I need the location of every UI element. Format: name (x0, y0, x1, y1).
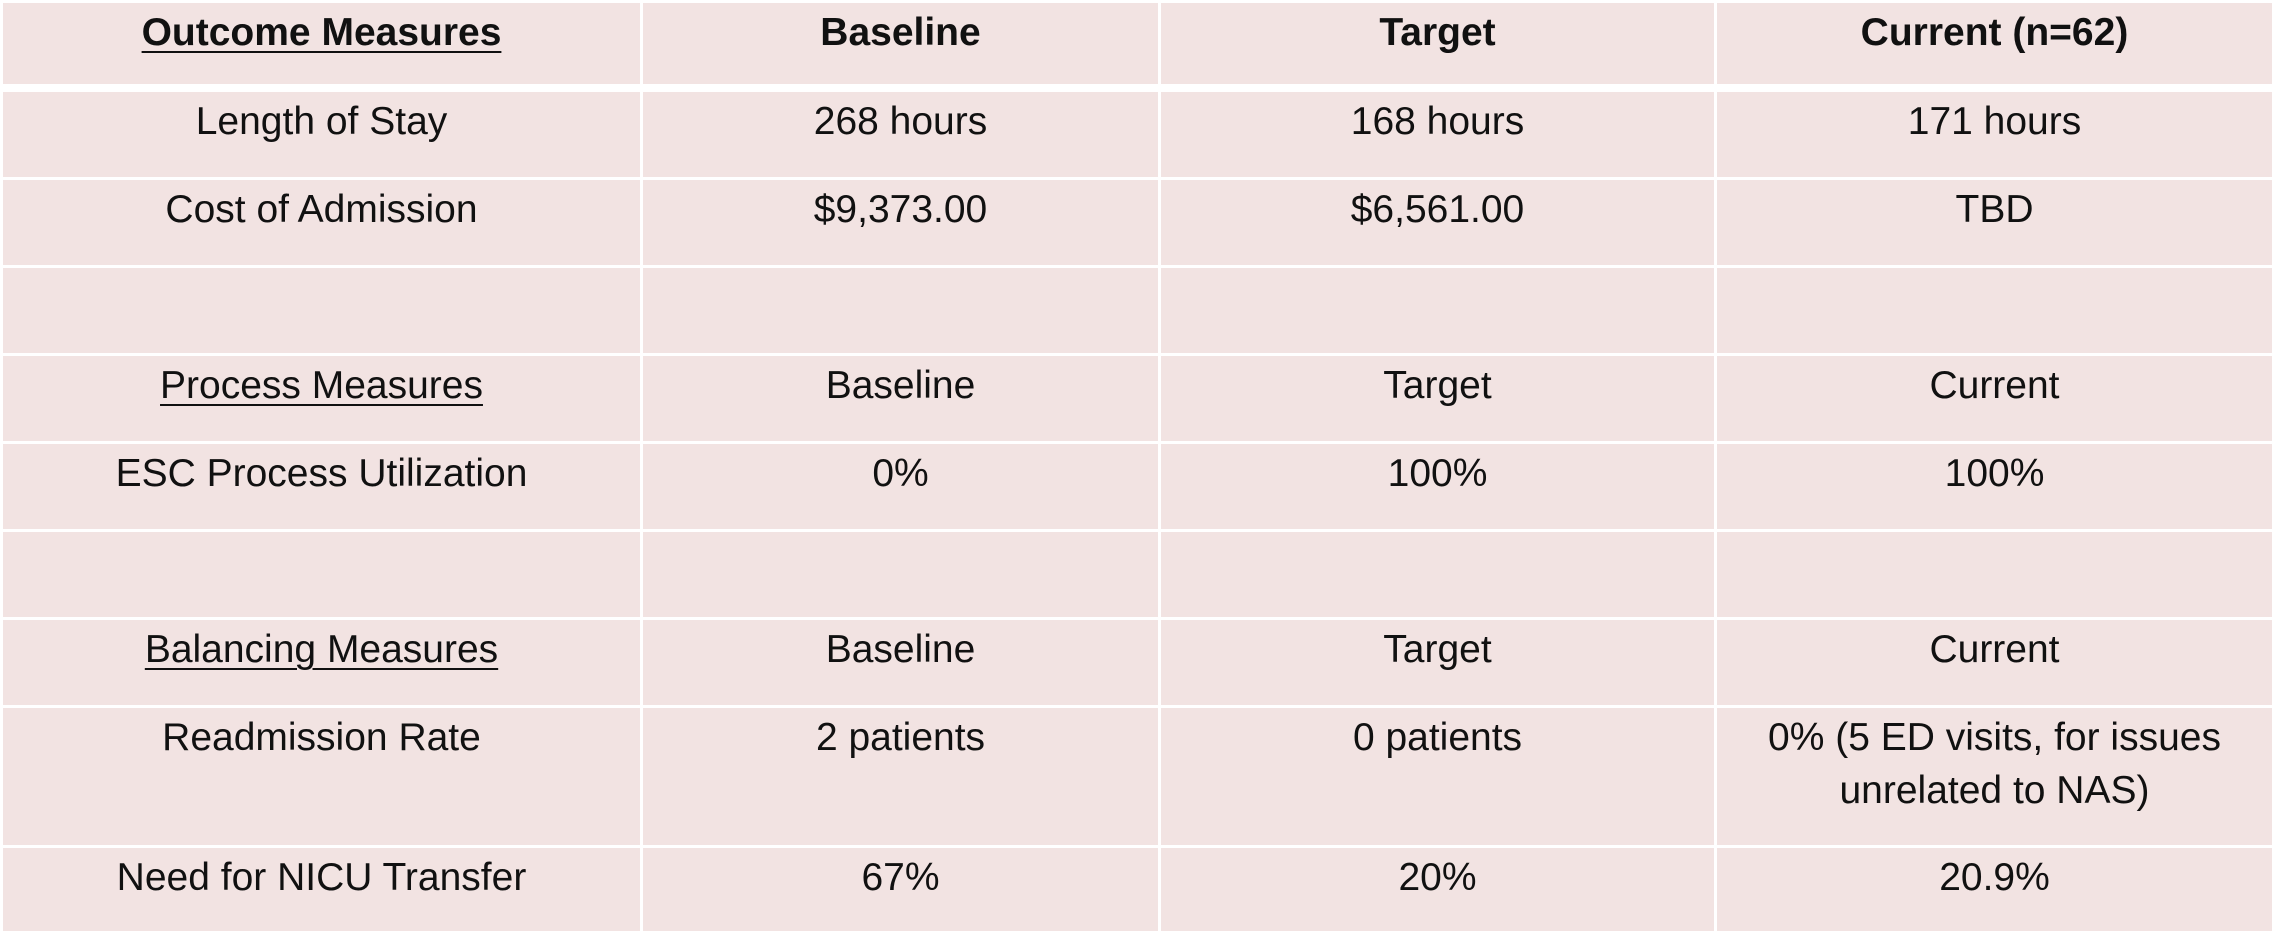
balancing-section-title: Balancing Measures (2, 619, 642, 707)
empty-cell (1716, 531, 2272, 619)
empty-cell (1716, 267, 2272, 355)
table-row: Length of Stay 268 hours 168 hours 171 h… (2, 88, 2272, 179)
current-value: 100% (1716, 443, 2272, 531)
table-row: Need for NICU Transfer 67% 20% 20.9% (2, 847, 2272, 933)
spacer-row (2, 267, 2272, 355)
process-header-row: Process Measures Baseline Target Current (2, 355, 2272, 443)
current-value: 20.9% (1716, 847, 2272, 933)
current-value: 0% (5 ED visits, for issues unrelated to… (1716, 707, 2272, 847)
current-value: 171 hours (1716, 88, 2272, 179)
empty-cell (642, 267, 1160, 355)
table-row: Readmission Rate 2 patients 0 patients 0… (2, 707, 2272, 847)
empty-cell (2, 531, 642, 619)
target-value: 20% (1160, 847, 1716, 933)
measure-name: Cost of Admission (2, 179, 642, 267)
baseline-value: 0% (642, 443, 1160, 531)
empty-cell (1160, 267, 1716, 355)
process-target-header: Target (1160, 355, 1716, 443)
process-baseline-header: Baseline (642, 355, 1160, 443)
balancing-header-row: Balancing Measures Baseline Target Curre… (2, 619, 2272, 707)
spacer-row (2, 531, 2272, 619)
table-row: ESC Process Utilization 0% 100% 100% (2, 443, 2272, 531)
current-value: TBD (1716, 179, 2272, 267)
measure-name: Readmission Rate (2, 707, 642, 847)
baseline-value: $9,373.00 (642, 179, 1160, 267)
outcome-baseline-header: Baseline (642, 2, 1160, 89)
balancing-target-header: Target (1160, 619, 1716, 707)
measure-name: Need for NICU Transfer (2, 847, 642, 933)
process-section-title: Process Measures (2, 355, 642, 443)
empty-cell (1160, 531, 1716, 619)
outcome-target-header: Target (1160, 2, 1716, 89)
balancing-current-header: Current (1716, 619, 2272, 707)
baseline-value: 2 patients (642, 707, 1160, 847)
outcome-current-header: Current (n=62) (1716, 2, 2272, 89)
measure-name: Length of Stay (2, 88, 642, 179)
baseline-value: 67% (642, 847, 1160, 933)
table-row: Cost of Admission $9,373.00 $6,561.00 TB… (2, 179, 2272, 267)
balancing-baseline-header: Baseline (642, 619, 1160, 707)
target-value: 0 patients (1160, 707, 1716, 847)
outcome-header-row: Outcome Measures Baseline Target Current… (2, 2, 2272, 89)
measure-name: ESC Process Utilization (2, 443, 642, 531)
target-value: 100% (1160, 443, 1716, 531)
target-value: 168 hours (1160, 88, 1716, 179)
process-current-header: Current (1716, 355, 2272, 443)
target-value: $6,561.00 (1160, 179, 1716, 267)
outcome-section-title: Outcome Measures (2, 2, 642, 89)
baseline-value: 268 hours (642, 88, 1160, 179)
empty-cell (2, 267, 642, 355)
empty-cell (642, 531, 1160, 619)
